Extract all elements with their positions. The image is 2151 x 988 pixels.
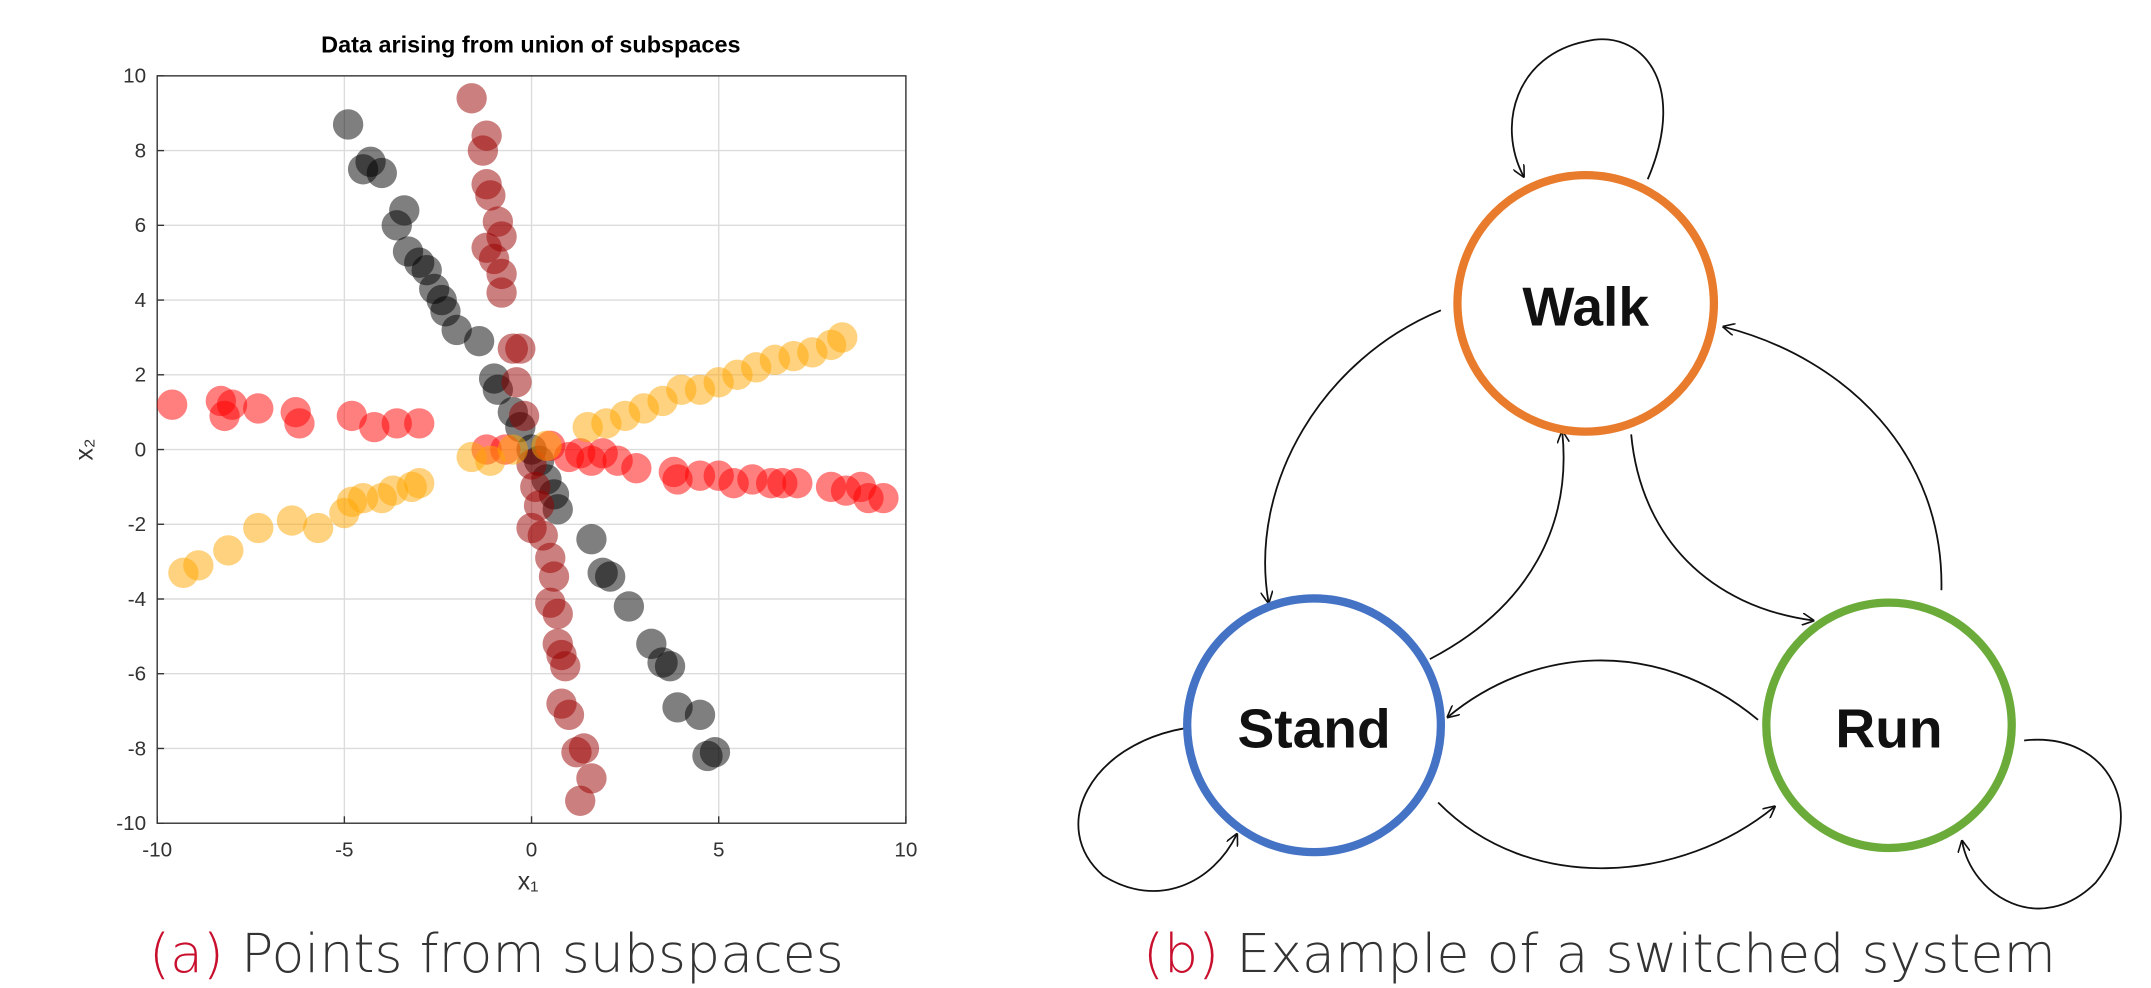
scatter-point	[868, 482, 899, 514]
scatter-point	[404, 408, 435, 439]
x-tick-label: 0	[526, 838, 538, 861]
scatter-point	[463, 326, 495, 357]
scatter-chart: Data arising from union of subspaces x₁ …	[71, 31, 917, 895]
scatter-point	[366, 157, 397, 189]
scatter-point	[486, 277, 517, 308]
scatter-point	[467, 135, 499, 166]
state-diagram: Walk Stand Run	[1077, 38, 2122, 910]
scatter-point	[568, 733, 600, 764]
y-tick-label: 6	[135, 214, 147, 237]
scatter-point	[538, 561, 570, 592]
scatter-point	[183, 550, 214, 581]
self-loop-edge	[1962, 738, 2122, 910]
caption-text: Example of a switched system	[1236, 922, 2056, 985]
x-tick-label: -10	[142, 838, 172, 861]
y-tick-label: -8	[128, 737, 146, 760]
scatter-point	[613, 591, 645, 622]
self-loop-edge	[1510, 38, 1665, 180]
edge	[1630, 434, 1813, 620]
scatter-point	[531, 430, 562, 461]
scatter-point	[505, 333, 536, 364]
x-tick-label: 10	[894, 838, 917, 861]
scatter-point	[501, 367, 532, 398]
scatter-point	[359, 411, 390, 443]
scatter-point	[336, 400, 368, 432]
scatter-point	[576, 763, 607, 794]
scatter-point	[827, 322, 858, 353]
edge	[1437, 801, 1774, 870]
y-tick-label: 0	[135, 438, 147, 461]
scatter-point	[497, 434, 528, 465]
node	[1183, 594, 1446, 857]
scatter-point	[782, 467, 813, 499]
scatter-point	[284, 408, 315, 439]
y-tick-label: 2	[135, 364, 147, 387]
y-axis-label: x₂	[71, 439, 98, 461]
y-tick-label: -6	[128, 663, 146, 686]
scatter-point	[156, 389, 188, 420]
x-axis-label: x₁	[518, 868, 539, 895]
caption: (a) Points from subspaces	[149, 922, 844, 985]
y-tick-label: 10	[123, 65, 146, 88]
scatter-point	[381, 408, 412, 439]
scatter-point	[332, 109, 364, 140]
scatter-point	[553, 699, 585, 731]
caption-text: Points from subspaces	[241, 922, 844, 985]
node-label: Stand	[1237, 697, 1390, 759]
scatter-point	[699, 737, 731, 768]
scatter-point	[475, 445, 506, 476]
edge	[1265, 309, 1442, 602]
scatter-point	[684, 699, 716, 731]
scatter-point	[216, 389, 248, 420]
scatter-point	[594, 561, 626, 592]
scatter-point	[243, 512, 274, 544]
y-tick-label: -2	[128, 513, 146, 536]
scatter-point	[565, 785, 596, 816]
node	[1762, 598, 2016, 853]
scatter-point	[389, 195, 420, 226]
node	[1453, 171, 1719, 436]
scatter-point	[456, 83, 487, 114]
y-tick-label: -4	[128, 588, 146, 611]
scatter-point	[243, 393, 274, 424]
scatter-point	[441, 314, 472, 346]
scatter-point	[302, 512, 334, 544]
y-tick-label: 4	[135, 289, 147, 312]
scatter-point	[542, 598, 573, 630]
scatter-point	[276, 505, 308, 536]
caption: (b) Example of a switched system	[1143, 922, 2056, 985]
scatter-point	[475, 180, 506, 211]
scatter-point	[662, 464, 693, 495]
axes-box	[156, 75, 907, 824]
edge	[1724, 327, 1943, 591]
y-tick-label: 8	[135, 139, 147, 162]
caption-tag: (b)	[1143, 922, 1219, 985]
scatter-point	[621, 453, 652, 484]
scatter-point	[213, 535, 244, 566]
chart-title: Data arising from union of subspaces	[321, 31, 740, 57]
node-label: Walk	[1522, 275, 1649, 337]
scatter-point	[654, 651, 686, 682]
x-tick-label: -5	[335, 838, 353, 861]
scatter-point	[550, 651, 581, 682]
caption-tag: (a)	[149, 922, 224, 985]
y-tick-label: -10	[116, 812, 146, 835]
self-loop-edge	[1077, 727, 1236, 892]
node-label: Run	[1835, 697, 1942, 759]
scatter-point	[508, 400, 540, 432]
x-tick-label: 5	[713, 838, 725, 861]
edge	[1429, 432, 1564, 660]
scatter-point	[576, 524, 607, 555]
edge	[1448, 659, 1759, 721]
scatter-point	[404, 467, 435, 499]
